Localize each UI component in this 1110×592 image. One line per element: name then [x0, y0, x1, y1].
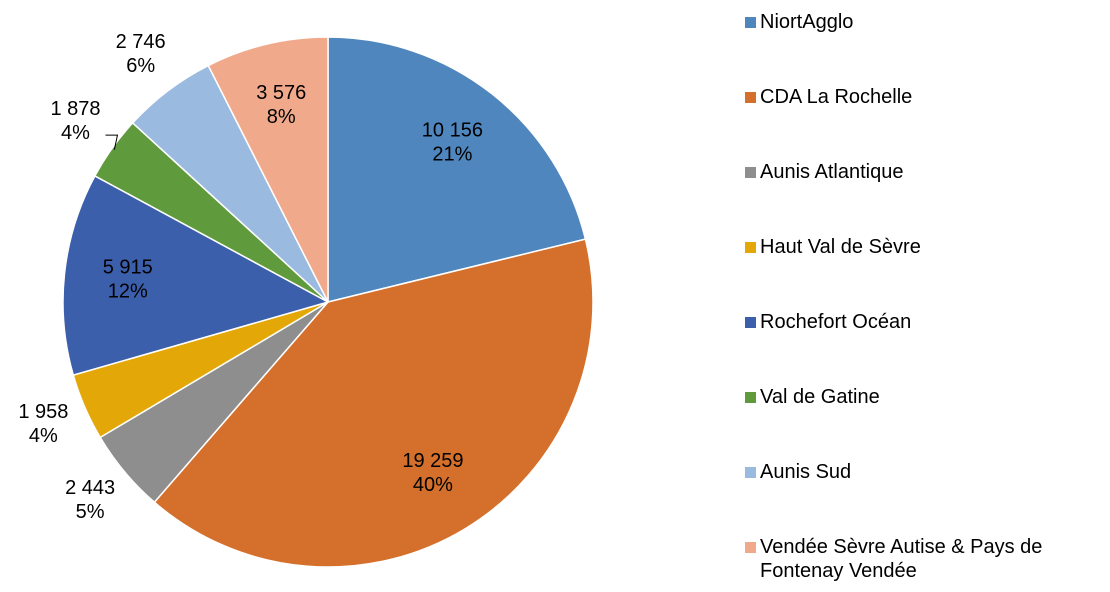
data-label: 1 958 4%	[18, 401, 68, 447]
legend-swatch	[745, 467, 756, 478]
value-label: 3 576	[256, 82, 306, 104]
percent-label: 4%	[29, 425, 58, 447]
legend-item: CDA La Rochelle	[745, 85, 912, 109]
legend-label: CDA La Rochelle	[760, 86, 913, 108]
legend-label: Aunis Atlantique	[760, 161, 904, 183]
value-label: 19 259	[402, 450, 463, 472]
legend-swatch	[745, 92, 756, 103]
legend-label: Aunis Sud	[760, 461, 852, 483]
data-label: 2 746 6%	[116, 31, 166, 77]
value-label: 1 878	[50, 98, 100, 120]
legend-swatch	[745, 317, 756, 328]
data-label: 10 156 21%	[422, 120, 483, 166]
legend-label: Rochefort Océan	[760, 311, 912, 333]
legend-item: Vendée Sèvre Autise & Pays de Fontenay V…	[745, 535, 1050, 583]
legend-swatch	[745, 392, 756, 403]
percent-label: 6%	[126, 55, 155, 77]
legend-item: NiortAgglo	[745, 10, 853, 34]
legend-swatch	[745, 167, 756, 178]
percent-label: 40%	[413, 474, 453, 496]
value-label: 2 443	[65, 477, 115, 499]
percent-label: 21%	[432, 144, 472, 166]
percent-label: 5%	[76, 501, 105, 523]
legend-item: Rochefort Océan	[745, 310, 911, 334]
value-label: 10 156	[422, 120, 483, 142]
legend-item: Aunis Atlantique	[745, 160, 903, 184]
legend-label: Val de Gatine	[760, 386, 880, 408]
data-label: 19 259 40%	[402, 450, 463, 496]
value-label: 5 915	[103, 257, 153, 279]
percent-label: 8%	[267, 106, 296, 128]
percent-label: 4%	[61, 122, 90, 144]
legend-swatch	[745, 17, 756, 28]
legend-item: Aunis Sud	[745, 460, 851, 484]
legend-swatch	[745, 542, 756, 553]
legend-label: Vendée Sèvre Autise & Pays de Fontenay V…	[760, 536, 1043, 582]
legend-label: Haut Val de Sèvre	[760, 236, 921, 258]
legend-swatch	[745, 242, 756, 253]
legend-item: Haut Val de Sèvre	[745, 235, 921, 259]
legend-item: Val de Gatine	[745, 385, 880, 409]
value-label: 2 746	[116, 31, 166, 53]
data-label: 1 878 4%	[50, 98, 100, 144]
pie-slice	[62, 174, 330, 377]
chart: 10 156 21%19 259 40%2 443 5%1 958 4%5 915 12%…	[18, 31, 594, 568]
data-label: 3 576 8%	[256, 82, 306, 128]
leader-line	[105, 134, 119, 150]
pie-slice	[207, 36, 329, 303]
pie-slice	[153, 238, 594, 568]
data-label: 5 915 12%	[103, 257, 153, 303]
pie-slice	[327, 36, 587, 303]
percent-label: 12%	[108, 281, 148, 303]
data-label: 2 443 5%	[65, 477, 115, 523]
legend-label: NiortAgglo	[760, 11, 854, 33]
value-label: 1 958	[18, 401, 68, 423]
